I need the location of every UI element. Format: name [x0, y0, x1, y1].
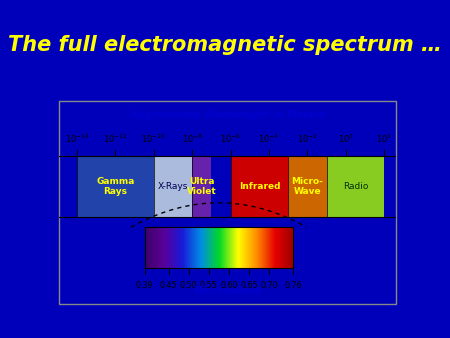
Text: $10^{-10}$: $10^{-10}$: [141, 133, 166, 145]
Bar: [327, 156, 384, 217]
Text: 0.39: 0.39: [136, 281, 153, 290]
Text: Micro-
Wave: Micro- Wave: [292, 177, 324, 196]
Text: Radio: Radio: [343, 182, 368, 191]
Text: $10^{2}$: $10^{2}$: [376, 133, 392, 145]
Text: 0.65: 0.65: [240, 281, 258, 290]
Text: The full electromagnetic spectrum …: The full electromagnetic spectrum …: [8, 35, 442, 55]
Text: 0.45: 0.45: [160, 281, 177, 290]
Bar: [77, 156, 154, 217]
Text: $10^{-2}$: $10^{-2}$: [297, 133, 318, 145]
Text: Ultra
Violet: Ultra Violet: [187, 177, 217, 196]
Text: Approximate Wavelength in Meters: Approximate Wavelength in Meters: [130, 110, 325, 120]
Text: $10^{0}$: $10^{0}$: [338, 133, 354, 145]
Bar: [192, 156, 212, 217]
Text: $10^{-12}$: $10^{-12}$: [103, 133, 128, 145]
Text: 0.60: 0.60: [220, 281, 238, 290]
Text: $10^{-14}$: $10^{-14}$: [65, 133, 90, 145]
Text: $10^{-6}$: $10^{-6}$: [220, 133, 241, 145]
Text: 0.55: 0.55: [200, 281, 218, 290]
Bar: [144, 227, 293, 268]
Text: $10^{-8}$: $10^{-8}$: [182, 133, 202, 145]
Text: Gamma
Rays: Gamma Rays: [96, 177, 135, 196]
Bar: [154, 156, 192, 217]
Text: 0.50: 0.50: [180, 281, 198, 290]
Text: 0.76: 0.76: [284, 281, 302, 290]
Text: X-Rays: X-Rays: [158, 182, 188, 191]
Text: Micrometers: Micrometers: [193, 286, 262, 296]
Bar: [288, 156, 327, 217]
Text: Infrared: Infrared: [238, 182, 280, 191]
Text: $10^{-4}$: $10^{-4}$: [258, 133, 279, 145]
Bar: [230, 156, 288, 217]
Text: 0.70: 0.70: [260, 281, 278, 290]
